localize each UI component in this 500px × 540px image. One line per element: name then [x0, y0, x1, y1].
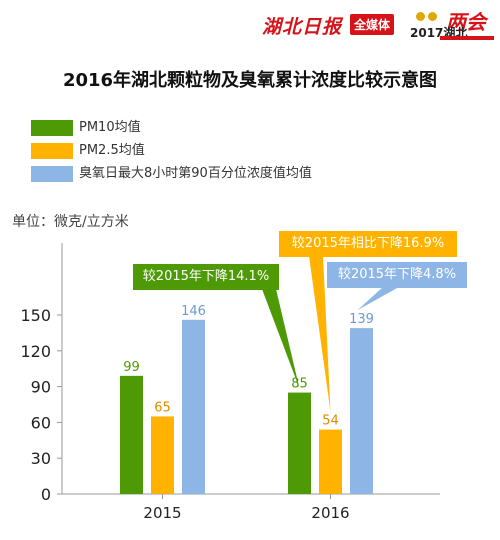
emblem-dot-icon [428, 12, 437, 21]
data-label: 146 [181, 304, 206, 319]
media-badge: 全媒体 [350, 14, 395, 35]
data-label: 65 [154, 400, 171, 415]
legend-label-pm10: PM10均值 [79, 120, 141, 135]
y-tick-label: 150 [20, 306, 51, 325]
legend-label-pm25: PM2.5均值 [79, 143, 145, 158]
two-sessions-logo: 两会 2017湖北 [410, 6, 496, 40]
brand-header: 湖北日报 全媒体 两会 2017湖北 [0, 0, 500, 44]
data-label: 54 [322, 414, 339, 429]
hubei-daily-logo: 湖北日报 [262, 16, 343, 38]
callout-pm25: 较2015年相比下降16.9% [279, 231, 457, 257]
data-label: 85 [291, 377, 308, 392]
two-sessions-mark: 两会 [446, 10, 486, 34]
data-label: 139 [349, 312, 374, 327]
x-tick-label: 2015 [143, 504, 181, 522]
unit-label: 单位：微克/立方米 [12, 214, 129, 230]
y-tick-label: 0 [41, 485, 51, 504]
bar-2016-series-2 [350, 328, 373, 494]
bar-2016-series-1 [319, 429, 342, 494]
legend-swatch-pm10 [31, 120, 73, 136]
chart-title: 2016年湖北颗粒物及臭氧累计浓度比较示意图 [62, 70, 438, 91]
bar-2015-series-0 [120, 375, 143, 494]
legend-label-ozone: 臭氧日最大8小时第90百分位浓度值均值 [79, 166, 312, 181]
callout-pointer [262, 289, 300, 389]
callout-pointer [309, 256, 331, 412]
y-tick-label: 60 [31, 413, 51, 432]
x-tick-label: 2016 [311, 504, 349, 522]
bar-2015-series-2 [182, 319, 205, 494]
legend-swatch-pm25 [31, 143, 73, 159]
callout-pointer [357, 287, 399, 311]
y-tick-label: 30 [31, 449, 51, 468]
callout-pm10: 较2015年下降14.1% [133, 264, 279, 290]
y-tick-label: 120 [20, 342, 51, 361]
callout-ozone: 较2015年下降4.8% [327, 262, 467, 288]
y-tick-label: 90 [31, 378, 51, 397]
ribbon-decoration [440, 36, 494, 40]
bar-2016-series-0 [288, 392, 311, 494]
data-label: 99 [123, 360, 140, 375]
bar-2015-series-1 [151, 416, 174, 494]
emblem-dot-icon [416, 12, 425, 21]
legend-swatch-ozone [31, 166, 73, 182]
